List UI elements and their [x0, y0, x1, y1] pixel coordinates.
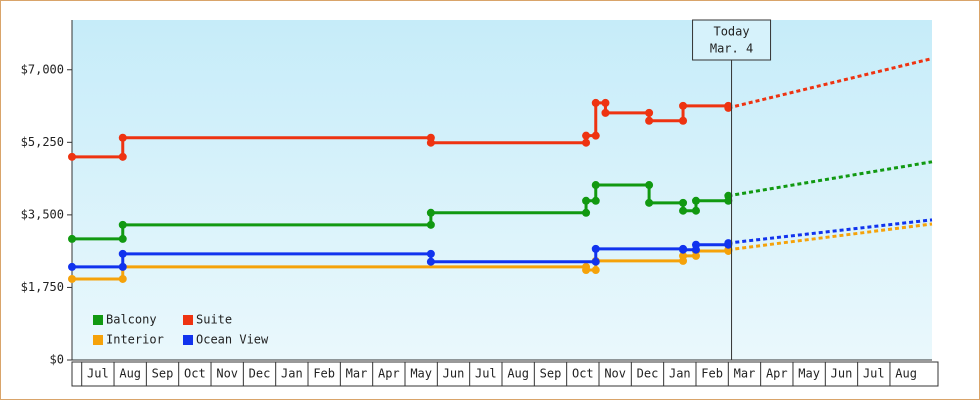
x-axis-band — [71, 361, 939, 387]
data-point — [591, 181, 600, 190]
today-date: Mar. 4 — [710, 42, 753, 56]
x-tick-label: May — [410, 367, 432, 381]
data-point — [679, 206, 688, 215]
data-point — [582, 262, 591, 271]
y-tick-label: $0 — [50, 353, 64, 367]
data-point — [582, 131, 591, 140]
x-tick-label: Mar — [346, 367, 368, 381]
x-tick-label: Jul — [475, 367, 497, 381]
forecast-line — [728, 222, 933, 252]
x-tick-label: Jun — [443, 367, 465, 381]
data-point — [118, 249, 127, 258]
forecast-line — [728, 218, 933, 245]
data-point — [691, 245, 700, 254]
data-point — [679, 101, 688, 110]
data-point — [645, 181, 654, 190]
data-point — [118, 274, 127, 283]
data-point — [679, 244, 688, 253]
data-point — [691, 251, 700, 260]
data-point — [591, 244, 600, 253]
x-tick-label: Apr — [766, 367, 788, 381]
data-point — [591, 266, 600, 275]
data-point — [68, 274, 76, 283]
x-tick-label: Jul — [87, 367, 109, 381]
x-tick-label: Oct — [572, 367, 594, 381]
x-tick-label: Apr — [378, 367, 400, 381]
x-tick-label: Jan — [669, 367, 691, 381]
data-point — [118, 234, 127, 243]
data-point — [679, 198, 688, 207]
data-point — [679, 116, 688, 125]
data-point — [118, 220, 127, 229]
data-point — [118, 152, 127, 161]
legend-swatch — [93, 335, 103, 345]
data-point — [68, 152, 76, 161]
data-point — [426, 133, 435, 142]
data-point — [724, 196, 733, 205]
data-point — [679, 256, 688, 265]
x-tick-label: Sep — [152, 367, 174, 381]
y-tick-label: $1,750 — [21, 280, 64, 294]
data-point — [68, 234, 76, 243]
x-tick-label: Jan — [281, 367, 303, 381]
x-tick-label: May — [798, 367, 820, 381]
today-box — [692, 19, 772, 61]
data-point — [68, 262, 76, 271]
data-point — [645, 198, 654, 207]
x-tick-label: Dec — [249, 367, 271, 381]
y-tick-label: $5,250 — [21, 135, 64, 149]
data-point — [582, 208, 591, 217]
data-point — [691, 196, 700, 205]
legend-swatch — [183, 315, 193, 325]
data-point — [691, 206, 700, 215]
legend-label: Interior — [106, 333, 164, 347]
data-point — [582, 196, 591, 205]
data-point — [426, 220, 435, 229]
data-point — [426, 208, 435, 217]
data-point — [582, 138, 591, 147]
x-tick-label: Nov — [216, 367, 238, 381]
data-point — [591, 196, 600, 205]
data-point — [601, 108, 610, 117]
x-tick-label: Aug — [895, 367, 917, 381]
legend-swatch — [93, 315, 103, 325]
x-tick-label: Mar — [734, 367, 756, 381]
x-tick-label: Oct — [184, 367, 206, 381]
x-tick-label: Dec — [637, 367, 659, 381]
today-label: Today — [713, 25, 749, 39]
legend-label: Suite — [196, 313, 232, 327]
data-point — [426, 257, 435, 266]
x-tick-label: Jul — [863, 367, 885, 381]
legend-swatch — [183, 335, 193, 345]
data-point — [426, 249, 435, 258]
x-tick-label: Aug — [507, 367, 529, 381]
data-point — [118, 133, 127, 142]
y-tick-label: $3,500 — [21, 207, 64, 221]
data-point — [645, 108, 654, 117]
legend-label: Balcony — [106, 313, 157, 327]
data-point — [645, 116, 654, 125]
data-point — [601, 98, 610, 107]
plot-area — [72, 20, 932, 360]
x-tick-label: Feb — [701, 367, 723, 381]
x-tick-label: Sep — [540, 367, 562, 381]
legend-label: Ocean View — [196, 333, 269, 347]
x-tick-label: Nov — [604, 367, 626, 381]
data-point — [118, 262, 127, 271]
data-point — [591, 98, 600, 107]
x-tick-label: Feb — [313, 367, 335, 381]
data-point — [591, 257, 600, 266]
x-tick-label: Jun — [831, 367, 853, 381]
y-tick-label: $7,000 — [21, 62, 64, 76]
x-tick-label: Aug — [119, 367, 141, 381]
data-point — [591, 131, 600, 140]
